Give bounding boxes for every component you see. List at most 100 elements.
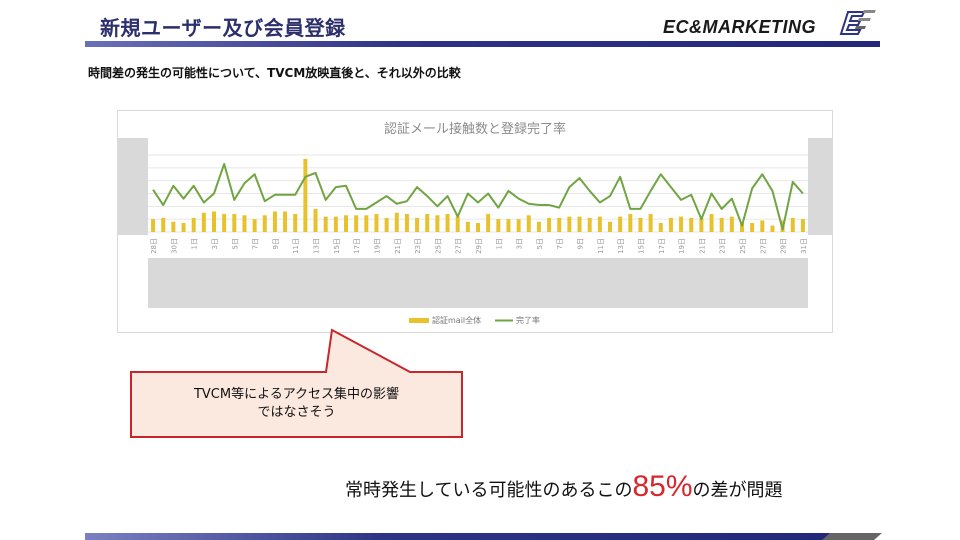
legend-label-line: 完了率 bbox=[516, 315, 540, 325]
bar bbox=[547, 217, 552, 232]
bar bbox=[638, 217, 643, 232]
x-tick-label: 21日 bbox=[698, 238, 706, 254]
bar bbox=[750, 223, 755, 232]
x-tick-label: 13日 bbox=[617, 238, 625, 254]
bar bbox=[648, 214, 653, 232]
x-tick-label: 25日 bbox=[434, 238, 442, 254]
bar bbox=[222, 214, 227, 232]
bar bbox=[476, 223, 480, 232]
bar bbox=[516, 219, 521, 232]
bar bbox=[151, 219, 156, 232]
bar bbox=[242, 215, 247, 232]
bar bbox=[770, 225, 775, 232]
x-tick-label: 15日 bbox=[333, 238, 341, 254]
bar bbox=[445, 214, 450, 232]
bar bbox=[262, 215, 267, 232]
bar bbox=[719, 217, 724, 232]
callout-text: TVCM等によるアクセス集中の影響 ではなさそう bbox=[130, 386, 463, 422]
x-tick-label: 25日 bbox=[739, 238, 747, 254]
bar bbox=[344, 215, 348, 232]
x-tick-label: 27日 bbox=[455, 238, 463, 254]
bar bbox=[790, 217, 795, 232]
x-tick-label: 29日 bbox=[780, 238, 788, 254]
x-tick-label: 28日 bbox=[150, 238, 158, 254]
x-tick-label: 30日 bbox=[170, 238, 178, 254]
x-tick-label: 1日 bbox=[191, 238, 199, 249]
bar bbox=[608, 221, 612, 232]
bar bbox=[415, 217, 420, 232]
bar bbox=[384, 217, 389, 232]
bar bbox=[729, 216, 734, 232]
x-tick-label: 5日 bbox=[536, 238, 544, 249]
bar bbox=[557, 217, 562, 232]
x-tick-label: 17日 bbox=[658, 238, 666, 254]
footer-accent bbox=[822, 533, 882, 540]
x-tick-label: 3日 bbox=[516, 238, 524, 249]
bar bbox=[333, 216, 338, 232]
chart-title: 認証メール接触数と登録完了率 bbox=[384, 121, 566, 137]
bar bbox=[597, 216, 602, 232]
left-gray-block bbox=[117, 138, 148, 235]
conclusion-text: 常時発生している可能性のあるこの85%の差が問題 bbox=[345, 470, 783, 504]
x-tick-label: 11日 bbox=[597, 238, 605, 254]
logo-mark-icon bbox=[839, 10, 876, 35]
x-tick-label: 9日 bbox=[272, 238, 280, 249]
conclusion-pre: 常時発生している可能性のあるこの bbox=[345, 480, 633, 501]
callout-line-2: ではなさそう bbox=[257, 405, 336, 420]
bar bbox=[323, 216, 328, 232]
bar bbox=[435, 215, 440, 232]
x-tick-label: 29日 bbox=[475, 238, 483, 254]
x-tick-label: 27日 bbox=[759, 238, 767, 254]
x-tick-label: 15日 bbox=[637, 238, 645, 254]
bar bbox=[171, 221, 176, 232]
right-gray-block bbox=[808, 138, 833, 235]
x-tick-label: 9日 bbox=[577, 238, 585, 249]
x-tick-label: 17日 bbox=[353, 238, 361, 254]
conclusion-post: の差が問題 bbox=[692, 480, 783, 501]
bar bbox=[486, 214, 491, 232]
bar bbox=[293, 214, 298, 232]
footer-bar bbox=[85, 533, 830, 540]
x-tick-label: 7日 bbox=[556, 238, 564, 249]
callout-line-1: TVCM等によるアクセス集中の影響 bbox=[193, 387, 400, 402]
bar bbox=[800, 219, 805, 232]
bar bbox=[394, 212, 399, 232]
bar bbox=[567, 216, 572, 232]
x-tick-label: 23日 bbox=[719, 238, 727, 254]
bar bbox=[354, 215, 359, 232]
bar bbox=[181, 223, 186, 232]
bar bbox=[699, 217, 704, 232]
conclusion-highlight: 85% bbox=[632, 470, 693, 503]
bar bbox=[679, 216, 684, 232]
slide-title: 新規ユーザー及び会員登録 bbox=[100, 16, 346, 40]
bar bbox=[272, 211, 277, 232]
bar bbox=[313, 208, 318, 232]
bar bbox=[425, 214, 430, 232]
bar bbox=[587, 217, 592, 232]
logo-text: EC&MARKETING bbox=[663, 17, 816, 37]
bar bbox=[283, 211, 288, 232]
bar bbox=[252, 219, 257, 232]
bar bbox=[191, 217, 196, 232]
legend-label-bar: 認証mail全体 bbox=[432, 315, 481, 325]
bar bbox=[760, 220, 765, 232]
x-tick-label: 19日 bbox=[678, 238, 686, 254]
header-bar bbox=[85, 41, 880, 47]
bar bbox=[374, 214, 379, 232]
slide-subtitle: 時間差の発生の可能性について、TVCM放映直後と、それ以外の比較 bbox=[88, 66, 461, 80]
bar bbox=[303, 158, 308, 232]
chart: 認証メール接触数と登録完了率 28日 30日 1日 3日 5日 7日 9日 11日 13日 15日 1… bbox=[117, 121, 833, 325]
x-tick-label: 5日 bbox=[231, 238, 239, 249]
x-tick-label: 21日 bbox=[394, 238, 402, 254]
bar bbox=[465, 221, 470, 232]
bar bbox=[740, 223, 744, 232]
bar bbox=[577, 216, 582, 232]
x-tick-label: 3日 bbox=[211, 238, 219, 249]
x-tick-label: 31日 bbox=[800, 238, 808, 254]
bar bbox=[201, 212, 206, 232]
bar bbox=[526, 215, 531, 232]
legend-swatch-bar bbox=[409, 318, 429, 323]
bar bbox=[709, 214, 714, 232]
x-tick-label: 13日 bbox=[313, 238, 321, 254]
bar bbox=[404, 214, 409, 232]
